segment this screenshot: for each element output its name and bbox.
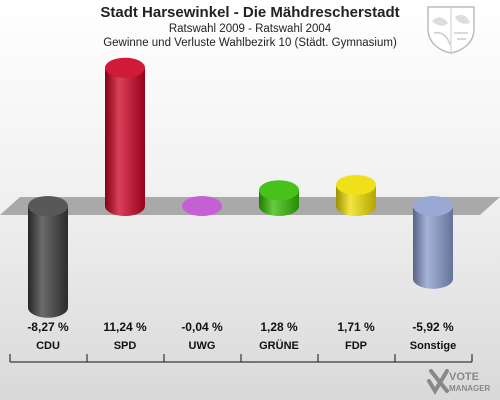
value-label: 11,24 %	[103, 320, 147, 334]
logo-text-manager: MANAGER	[449, 384, 491, 393]
category-label: UWG	[189, 340, 216, 352]
value-label: -0,04 %	[181, 320, 223, 334]
logo-text-vote: VOTE	[449, 371, 479, 383]
category-label: FDP	[345, 340, 367, 352]
category-label: Sonstige	[410, 340, 456, 352]
bar-uwg	[182, 196, 222, 216]
value-label: -5,92 %	[412, 320, 454, 334]
bar-grüne	[259, 180, 299, 216]
category-label: GRÜNE	[259, 339, 299, 352]
chart-title: Stadt Harsewinkel - Die Mähdrescherstadt	[100, 4, 400, 21]
bar-spd	[105, 57, 145, 216]
bar-cdu	[28, 196, 68, 318]
vote-manager-logo: VOTE MANAGER	[427, 369, 491, 395]
bar-fdp	[336, 174, 376, 216]
category-label: CDU	[36, 340, 60, 352]
value-label: 1,28 %	[260, 320, 298, 334]
value-label: 1,71 %	[337, 320, 375, 334]
category-label: SPD	[114, 340, 137, 352]
coat-of-arms-icon	[427, 6, 475, 54]
check-cross-icon	[427, 369, 449, 395]
value-label: -8,27 %	[27, 320, 69, 334]
chart-subtitle-election: Ratswahl 2009 - Ratswahl 2004	[168, 23, 332, 35]
chart-subtitle-district: Gewinne und Verluste Wahlbezirk 10 (Städ…	[103, 37, 397, 49]
bar-sonstige	[413, 196, 453, 289]
